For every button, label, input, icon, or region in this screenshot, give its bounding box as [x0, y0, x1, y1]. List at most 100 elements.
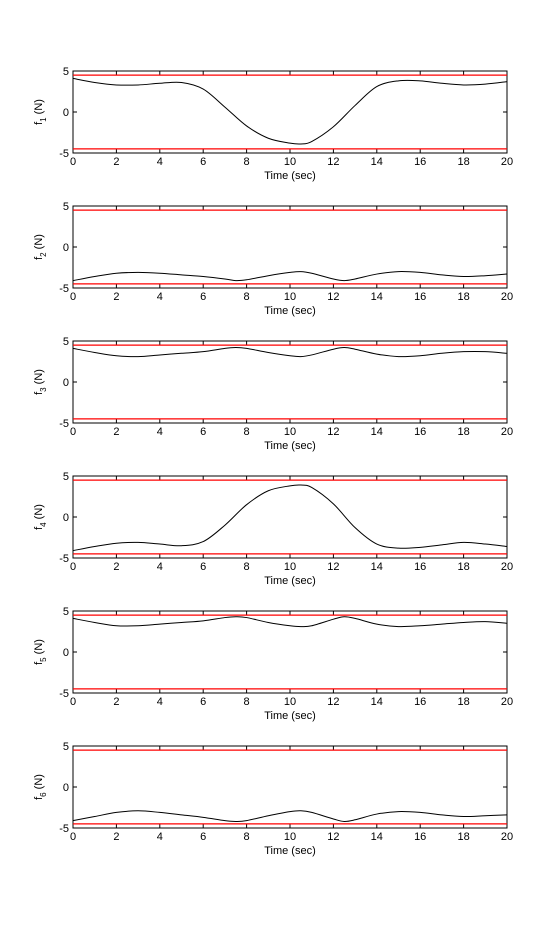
y-axis-label-base: f	[33, 661, 45, 665]
y-axis-label-base: f	[33, 256, 45, 260]
x-tick-label: 20	[501, 156, 513, 168]
x-tick-label: 4	[157, 426, 163, 438]
x-tick-label: 6	[200, 291, 206, 303]
y-axis-label: f4 (N)	[33, 504, 48, 530]
x-tick-label: 20	[501, 561, 513, 573]
x-tick-label: 6	[200, 426, 206, 438]
x-tick-label: 18	[457, 561, 469, 573]
x-tick-label: 10	[284, 156, 296, 168]
y-axis-label-base: f	[33, 526, 45, 530]
y-axis-label: f6 (N)	[33, 774, 48, 800]
x-axis-label: Time (sec)	[264, 440, 316, 452]
x-tick-label: 14	[371, 156, 383, 168]
x-tick-label: 0	[70, 291, 76, 303]
x-tick-label: 2	[113, 561, 119, 573]
x-tick-label: 4	[157, 831, 163, 843]
y-axis-label: f5 (N)	[33, 639, 48, 665]
x-tick-label: 4	[157, 156, 163, 168]
x-tick-label: 10	[284, 831, 296, 843]
plot-area	[72, 475, 508, 559]
y-axis-label-subscript: 1	[39, 117, 48, 122]
y-tick-label: 0	[63, 377, 69, 389]
y-axis-label-subscript: 2	[39, 252, 48, 257]
x-tick-label: 20	[501, 291, 513, 303]
y-tick-label: -5	[59, 688, 69, 700]
x-axis-label: Time (sec)	[264, 845, 316, 857]
x-tick-label: 20	[501, 696, 513, 708]
y-axis-label: f3 (N)	[33, 369, 48, 395]
x-tick-label: 2	[113, 696, 119, 708]
series-line	[72, 347, 508, 358]
series-line	[72, 271, 508, 282]
x-tick-label: 8	[244, 561, 250, 573]
x-axis-label: Time (sec)	[264, 575, 316, 587]
x-tick-label: 0	[70, 156, 76, 168]
plot-area	[72, 745, 508, 829]
y-tick-label: -5	[59, 283, 69, 295]
series-line	[72, 77, 508, 145]
x-tick-label: 16	[414, 156, 426, 168]
x-tick-label: 20	[501, 426, 513, 438]
x-tick-label: 16	[414, 561, 426, 573]
x-tick-label: 2	[113, 291, 119, 303]
x-tick-label: 2	[113, 426, 119, 438]
x-tick-label: 2	[113, 831, 119, 843]
x-tick-label: 6	[200, 156, 206, 168]
y-tick-label: 5	[63, 336, 69, 348]
x-tick-label: 18	[457, 156, 469, 168]
x-axis-label: Time (sec)	[264, 170, 316, 182]
y-axis-label-unit: (N)	[33, 99, 45, 117]
x-tick-label: 16	[414, 831, 426, 843]
y-tick-label: 5	[63, 66, 69, 78]
y-tick-label: -5	[59, 553, 69, 565]
x-tick-label: 18	[457, 831, 469, 843]
x-tick-label: 14	[371, 426, 383, 438]
plot-area	[72, 340, 508, 424]
y-axis-label-unit: (N)	[33, 369, 45, 387]
y-tick-label: 5	[63, 606, 69, 618]
x-tick-label: 0	[70, 831, 76, 843]
x-tick-label: 4	[157, 561, 163, 573]
x-tick-label: 18	[457, 696, 469, 708]
x-tick-label: 10	[284, 291, 296, 303]
x-tick-label: 8	[244, 696, 250, 708]
y-axis-label-subscript: 3	[39, 387, 48, 392]
x-tick-label: 4	[157, 291, 163, 303]
x-tick-label: 14	[371, 291, 383, 303]
y-axis-label-base: f	[33, 121, 45, 125]
x-tick-label: 8	[244, 426, 250, 438]
x-tick-label: 12	[327, 831, 339, 843]
x-axis-label: Time (sec)	[264, 305, 316, 317]
y-axis-label-base: f	[33, 391, 45, 395]
x-tick-label: 4	[157, 696, 163, 708]
y-tick-label: 0	[63, 242, 69, 254]
y-tick-label: 5	[63, 741, 69, 753]
x-tick-label: 0	[70, 426, 76, 438]
y-axis-label-unit: (N)	[33, 774, 45, 792]
series-line	[72, 616, 508, 628]
x-tick-label: 6	[200, 696, 206, 708]
x-tick-label: 14	[371, 831, 383, 843]
series-line	[72, 484, 508, 552]
y-tick-label: -5	[59, 823, 69, 835]
x-tick-label: 10	[284, 561, 296, 573]
y-axis-label-unit: (N)	[33, 639, 45, 657]
x-tick-label: 10	[284, 696, 296, 708]
x-tick-label: 10	[284, 426, 296, 438]
x-tick-label: 16	[414, 696, 426, 708]
x-tick-label: 0	[70, 696, 76, 708]
y-axis-label-subscript: 5	[39, 657, 48, 662]
x-tick-label: 18	[457, 426, 469, 438]
x-tick-label: 6	[200, 561, 206, 573]
x-tick-label: 12	[327, 156, 339, 168]
plot-area	[72, 610, 508, 694]
plot-area	[72, 205, 508, 289]
x-tick-label: 12	[327, 291, 339, 303]
x-tick-label: 12	[327, 561, 339, 573]
x-tick-label: 14	[371, 696, 383, 708]
x-tick-label: 8	[244, 156, 250, 168]
